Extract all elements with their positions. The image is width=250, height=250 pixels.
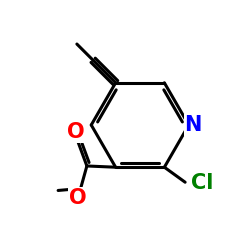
Text: O: O — [69, 188, 87, 208]
Text: Cl: Cl — [191, 173, 214, 193]
Text: O: O — [67, 122, 85, 142]
Text: N: N — [184, 115, 202, 135]
